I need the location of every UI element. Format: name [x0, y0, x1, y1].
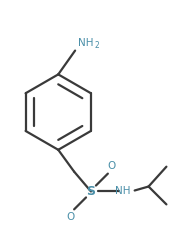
Text: O: O: [108, 161, 116, 171]
Text: 2: 2: [95, 40, 100, 50]
Text: NH: NH: [115, 186, 131, 196]
Text: S: S: [87, 185, 96, 198]
Text: O: O: [66, 212, 74, 222]
Text: NH: NH: [78, 38, 94, 48]
